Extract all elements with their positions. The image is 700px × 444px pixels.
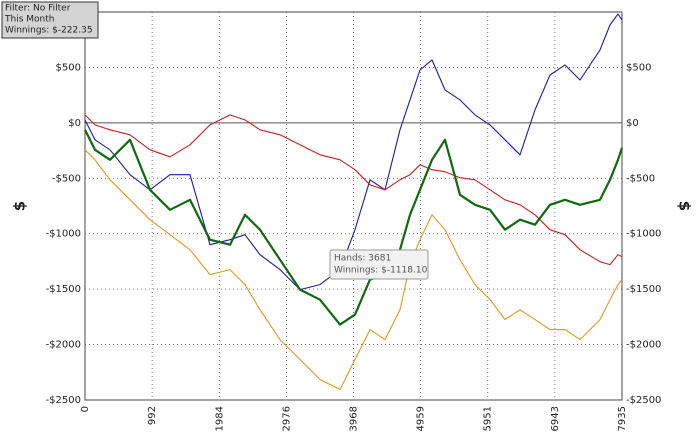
y-tick-label: -$1500 xyxy=(46,284,81,295)
info-text: This Month xyxy=(4,15,54,25)
x-tick-label: 992 xyxy=(147,406,158,425)
y-tick-label: -$2000 xyxy=(46,340,81,351)
x-tick-label: 5951 xyxy=(483,406,494,431)
x-tick-label: 4959 xyxy=(416,406,427,431)
series-line xyxy=(84,129,624,326)
x-tick-label: 6943 xyxy=(550,406,561,431)
info-box xyxy=(1,1,99,39)
x-tick-label: 1984 xyxy=(214,406,225,431)
x-tick-label: 3968 xyxy=(349,406,360,431)
y-tick-label: $500 xyxy=(56,62,81,73)
y2-axis-label: $ xyxy=(676,201,694,211)
x-tick-label: 0 xyxy=(80,406,91,412)
series-line xyxy=(84,114,623,266)
y2-tick-label: -$1500 xyxy=(626,284,661,295)
y2-tick-label: -$1000 xyxy=(626,229,661,240)
y-tick-label: -$2500 xyxy=(46,395,81,406)
y2-tick-label: $500 xyxy=(626,62,651,73)
series-line xyxy=(84,149,623,391)
y2-tick-label: -$2500 xyxy=(626,395,661,406)
y-tick-label: -$1000 xyxy=(46,229,81,240)
series-line xyxy=(84,13,623,291)
y-axis-label: $ xyxy=(11,201,29,211)
tooltip-box xyxy=(329,249,429,280)
y2-tick-label: -$2000 xyxy=(626,340,661,351)
x-tick-label: 7935 xyxy=(617,406,628,431)
info-text: Winnings: $-222.35 xyxy=(5,26,93,36)
y2-tick-label: -$500 xyxy=(626,173,655,184)
x-tick-label: 2976 xyxy=(281,406,292,431)
y-tick-label: -$500 xyxy=(52,173,81,184)
y2-tick-label: $0 xyxy=(626,118,639,129)
y-tick-label: $0 xyxy=(68,118,81,129)
info-text: Filter: No Filter xyxy=(5,4,71,14)
tooltip-text: Winnings: $-1118.10 xyxy=(334,266,428,276)
tooltip-text: Hands: 3681 xyxy=(334,254,391,264)
